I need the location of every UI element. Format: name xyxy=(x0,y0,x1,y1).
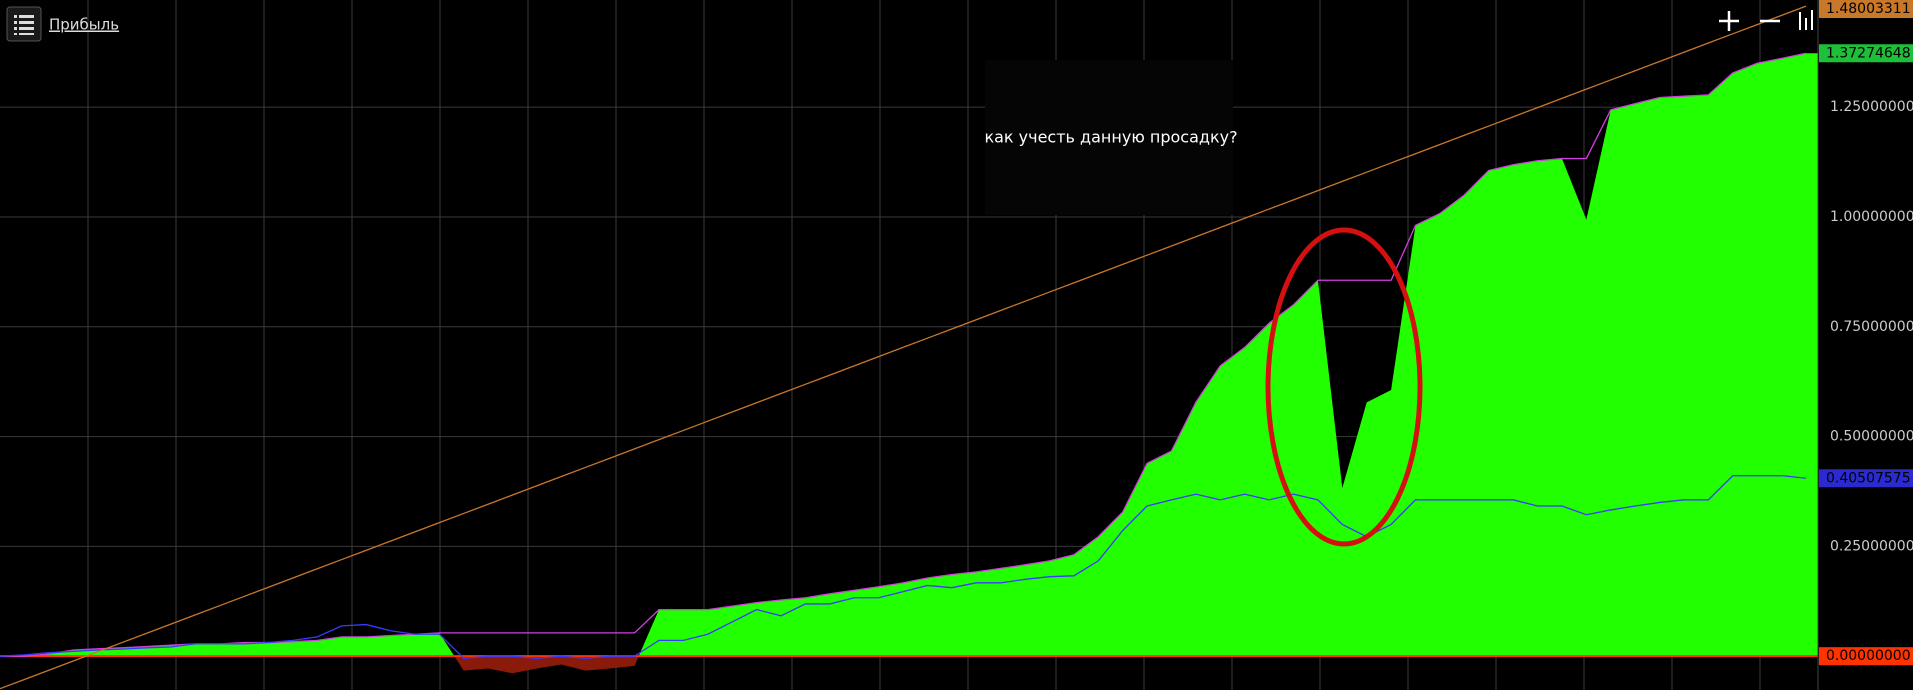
series-title[interactable]: Прибыль xyxy=(49,16,119,34)
value-badge-label: 1.48003311 xyxy=(1826,1,1911,17)
highlight-ellipse xyxy=(1265,227,1423,547)
value-badge xyxy=(1819,0,1913,18)
value-badge xyxy=(1819,647,1913,666)
axis-panel xyxy=(1818,0,1913,690)
value-badge xyxy=(1819,469,1913,488)
zoom-in[interactable] xyxy=(1719,11,1739,31)
y-tick-label: 0.25000000 xyxy=(1830,538,1913,554)
y-tick-label: 0.75000000 xyxy=(1830,319,1913,335)
value-badge xyxy=(1819,44,1913,63)
y-tick-label: 0.50000000 xyxy=(1830,429,1913,445)
annotation-box xyxy=(985,60,1233,215)
axis: 0.25000000 0.50000000 0.75000000 1.00000000… xyxy=(1819,0,1913,666)
profit-area xyxy=(24,53,1818,657)
series-line xyxy=(0,475,1807,660)
scale-button[interactable] xyxy=(1799,10,1813,30)
y-tick-label: 1.25000000 xyxy=(1830,99,1913,115)
menu-button[interactable] xyxy=(6,6,42,42)
series-line xyxy=(0,5,1807,690)
plot xyxy=(0,5,1818,690)
annotation: как учесть данную просадку? xyxy=(984,128,1237,147)
value-badge-label: 0.00000000 xyxy=(1826,648,1911,664)
series-line xyxy=(0,52,1807,657)
y-tick-label: 1.00000000 xyxy=(1830,209,1913,225)
value-badge-label: 0.40507575 xyxy=(1826,470,1911,486)
value-badge-label: 1.37274648 xyxy=(1826,45,1911,61)
